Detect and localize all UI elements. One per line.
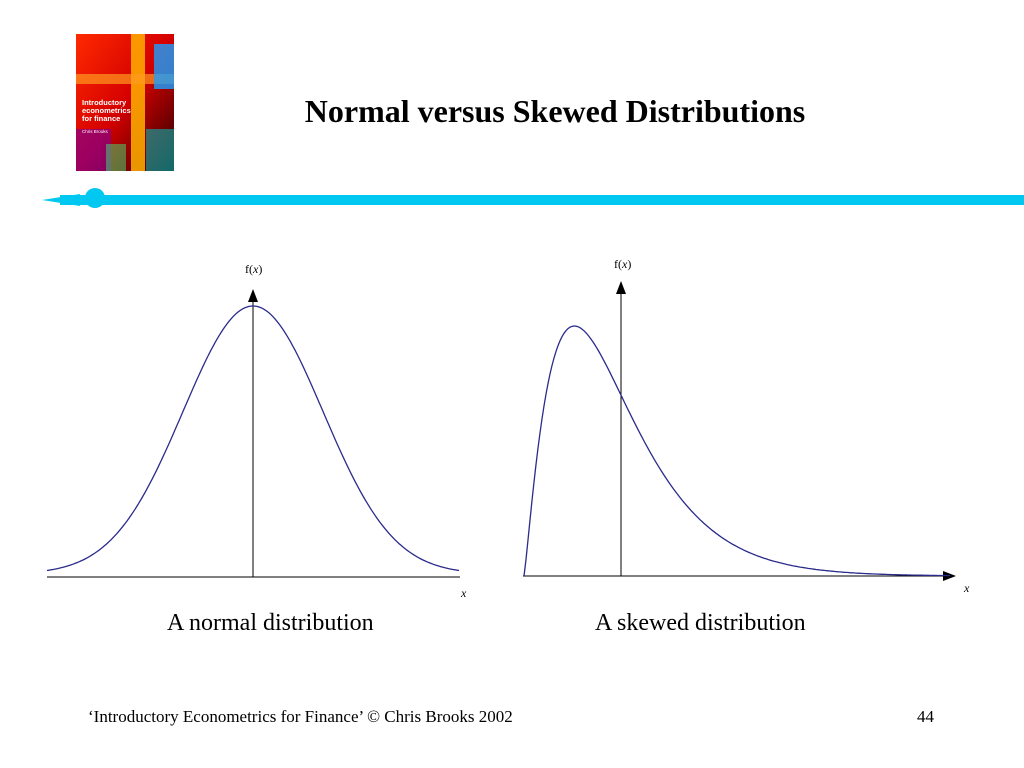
- normal-caption: A normal distribution: [167, 610, 374, 636]
- normal-y-axis-label: f(x): [245, 262, 262, 276]
- normal-x-axis-label: x: [460, 586, 467, 600]
- divider-bar: [60, 195, 1024, 205]
- skewed-y-axis-label: f(x): [614, 257, 631, 271]
- cover-author: Chris Brooks: [82, 129, 109, 134]
- slide-title: Normal versus Skewed Distributions: [304, 93, 806, 129]
- skewed-distribution-diagram: f(x) x: [523, 257, 970, 595]
- svg-text:Introductory econometric: Introductory econometrics for finance: [82, 98, 133, 123]
- normal-curve: [46, 305, 460, 572]
- cover-title-line-2: econometrics: [82, 106, 131, 115]
- page-number: 44: [917, 707, 934, 726]
- skewed-x-axis-label: x: [963, 581, 970, 595]
- skewed-caption: A skewed distribution: [595, 610, 806, 636]
- title-divider: [42, 188, 1024, 208]
- normal-distribution-diagram: f(x) x: [46, 262, 467, 600]
- skewed-curve: [523, 325, 950, 577]
- skewed-y-axis-arrow-icon: [616, 281, 626, 294]
- book-cover-image: Introductory econometrics for finance Ch…: [76, 34, 174, 171]
- cover-title-line-3: for finance: [82, 114, 120, 123]
- footer-citation: ‘Introductory Econometrics for Finance’ …: [88, 707, 513, 726]
- normal-y-axis-arrow-icon: [248, 289, 258, 302]
- divider-dot: [85, 188, 105, 208]
- cover-title-line-1: Introductory: [82, 98, 127, 107]
